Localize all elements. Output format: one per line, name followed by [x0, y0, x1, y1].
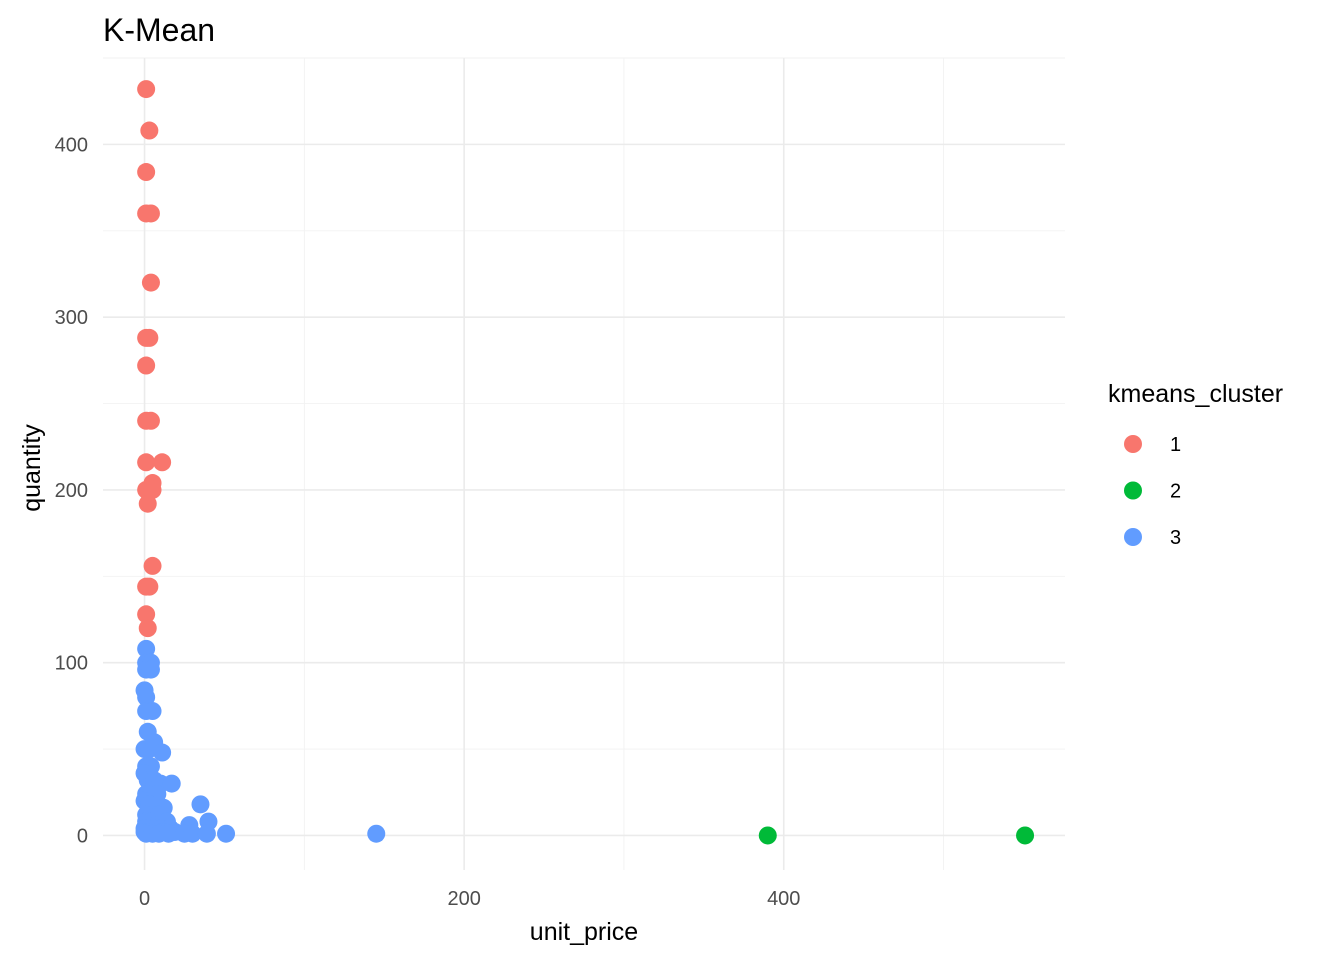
point-cluster-1 [137, 605, 156, 624]
point-cluster-1 [140, 577, 159, 596]
point-cluster-1 [138, 494, 157, 513]
point-cluster-1 [143, 556, 162, 575]
point-cluster-3 [141, 660, 160, 679]
point-cluster-3 [191, 795, 210, 814]
point-cluster-1 [140, 121, 159, 140]
point-cluster-3 [183, 824, 202, 843]
point-cluster-3 [137, 639, 156, 658]
point-cluster-3 [197, 824, 216, 843]
point-cluster-1 [153, 453, 172, 472]
x-tick-label: 200 [447, 888, 480, 910]
point-cluster-1 [137, 163, 156, 182]
legend-key-2 [1124, 481, 1142, 500]
point-cluster-1 [137, 80, 156, 99]
point-cluster-2 [758, 826, 777, 845]
x-axis-ticks: 0 200 400 [139, 888, 800, 910]
point-cluster-1 [137, 453, 156, 472]
point-cluster-3 [153, 743, 172, 762]
chart-title: K-Mean [103, 12, 215, 48]
y-tick-label: 200 [55, 480, 88, 502]
x-tick-label: 0 [139, 888, 150, 910]
point-cluster-3 [217, 824, 236, 843]
point-cluster-3 [162, 774, 181, 793]
legend-title: kmeans_cluster [1108, 380, 1283, 408]
legend: kmeans_cluster 1 2 3 [1108, 380, 1283, 549]
y-tick-label: 400 [55, 134, 88, 156]
point-cluster-1 [137, 356, 156, 375]
plot-grid [103, 57, 1065, 870]
y-tick-label: 0 [77, 825, 88, 847]
legend-key-3 [1124, 528, 1142, 546]
legend-label-3: 3 [1170, 527, 1181, 549]
legend-label-2: 2 [1170, 481, 1181, 503]
legend-label-1: 1 [1170, 434, 1181, 456]
x-axis-title: unit_price [530, 918, 638, 946]
point-cluster-3 [137, 688, 156, 707]
point-cluster-3 [143, 702, 162, 721]
point-cluster-1 [141, 273, 160, 292]
point-cluster-1 [140, 328, 159, 347]
point-cluster-3 [367, 824, 386, 843]
point-cluster-1 [141, 204, 160, 223]
point-cluster-1 [138, 619, 157, 638]
point-cluster-3 [159, 824, 178, 843]
x-tick-label: 400 [767, 888, 800, 910]
point-cluster-1 [143, 480, 162, 499]
legend-key-1 [1124, 435, 1142, 453]
data-points [135, 80, 1035, 845]
point-cluster-2 [1016, 826, 1035, 845]
y-axis-ticks: 0 100 200 300 400 [55, 134, 88, 847]
y-tick-label: 100 [55, 653, 88, 675]
point-cluster-1 [141, 411, 160, 430]
y-axis-title: quantity [18, 424, 46, 512]
y-tick-label: 300 [55, 307, 88, 329]
